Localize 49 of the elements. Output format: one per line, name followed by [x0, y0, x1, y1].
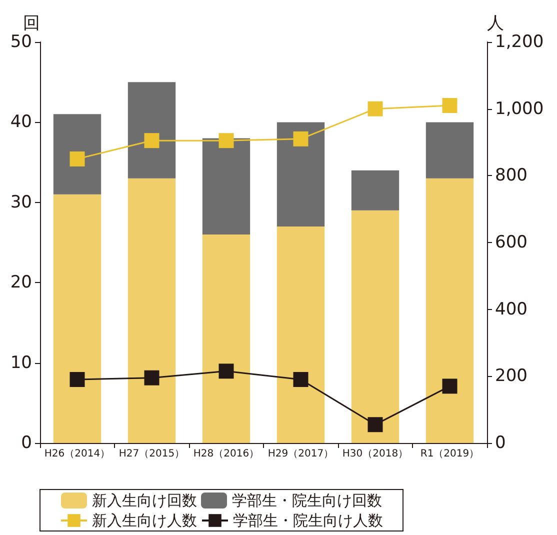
point — [218, 364, 234, 379]
y2-tick-label: 400 — [495, 299, 528, 320]
y2-tick-label: 0 — [495, 433, 506, 453]
x-tick-label: H27（2015） — [118, 448, 185, 460]
bar — [202, 234, 250, 443]
y2-tick-label: 1,000 — [495, 98, 544, 119]
y2-tick-label: 200 — [495, 366, 528, 386]
bar — [53, 114, 102, 194]
bar — [202, 138, 250, 234]
point — [368, 417, 383, 432]
legend-label: 新入生向け回数 — [92, 492, 197, 510]
bar — [276, 122, 325, 226]
legend-label: 学部生・院生向け回数 — [232, 492, 382, 510]
bar — [351, 170, 400, 210]
x-tick-label: H26（2014） — [44, 448, 110, 460]
x-tick-label: H29（2017） — [268, 448, 334, 460]
y2-tick-label: 600 — [495, 232, 528, 252]
y-axis-title: 回 — [23, 14, 40, 34]
y2-axis-title: 人 — [487, 14, 504, 34]
bar — [276, 226, 325, 443]
bar — [128, 82, 176, 178]
point — [144, 133, 160, 148]
legend-label: 学部生・院生向け人数 — [233, 512, 383, 530]
y2-tick-label: 1,200 — [495, 32, 544, 52]
y-tick-label: 30 — [10, 192, 32, 212]
bar — [128, 178, 176, 443]
point — [218, 133, 234, 148]
point — [442, 378, 458, 394]
legend-label: 新入生向け人数 — [92, 512, 197, 530]
point — [70, 151, 85, 166]
x-tick-label: H30（2018） — [342, 448, 408, 460]
point — [293, 131, 308, 146]
point — [70, 372, 85, 388]
bar — [426, 122, 474, 178]
x-tick-label: H28（2016） — [193, 448, 260, 460]
y-tick-label: 10 — [10, 352, 32, 373]
bar — [351, 210, 400, 443]
y-tick-label: 50 — [10, 32, 32, 52]
point — [144, 370, 160, 386]
y-tick-label: 0 — [21, 433, 32, 453]
point — [368, 101, 383, 116]
point — [442, 98, 458, 113]
y2-tick-label: 800 — [495, 166, 528, 186]
bar — [426, 178, 474, 443]
y-tick-label: 40 — [10, 112, 32, 132]
x-tick-label: R1（2019） — [420, 448, 480, 460]
point — [293, 372, 308, 388]
y-tick-label: 20 — [10, 272, 32, 293]
bar — [53, 194, 102, 443]
